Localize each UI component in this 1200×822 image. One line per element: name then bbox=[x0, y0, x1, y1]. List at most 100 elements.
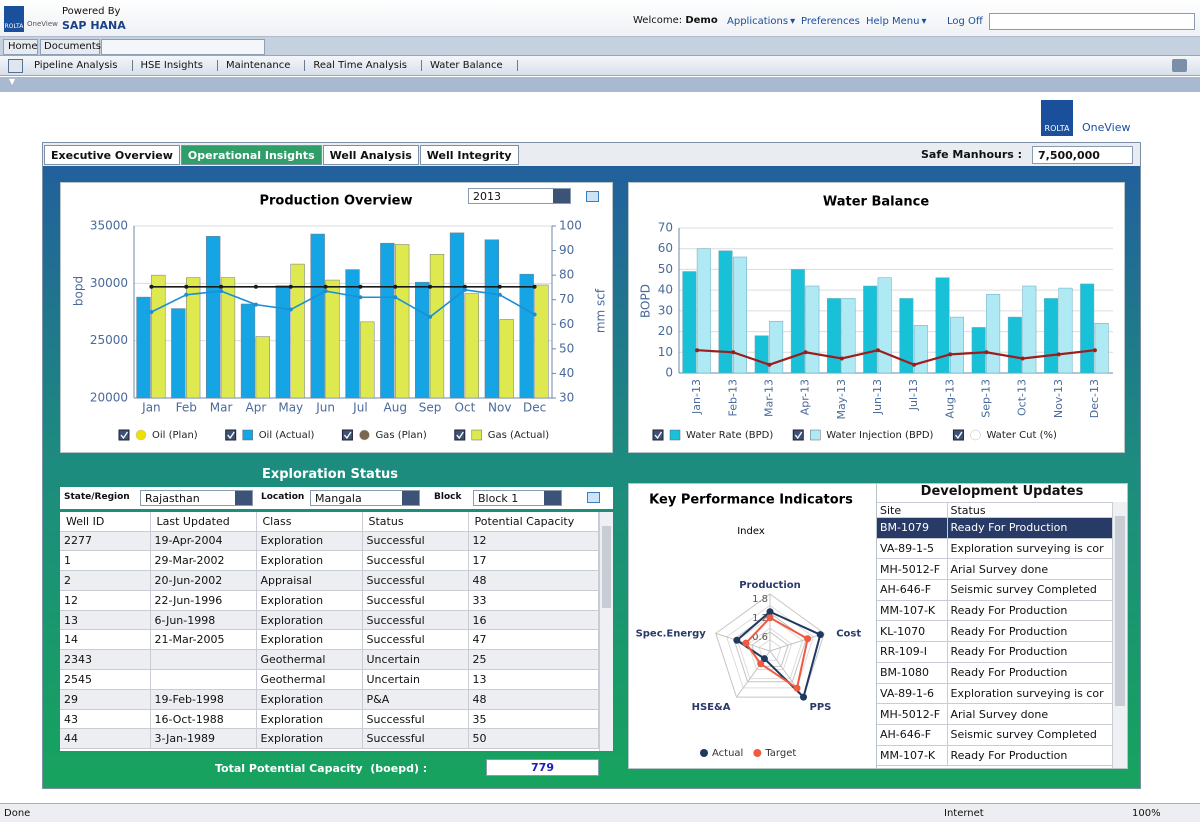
nav-item[interactable]: HSE Insights bbox=[132, 60, 218, 71]
table-cell: Exploration bbox=[256, 629, 363, 651]
filter-select[interactable]: Rajasthan bbox=[140, 490, 253, 506]
x-tick-label: Mar-13 bbox=[762, 379, 775, 417]
legend-checkbox[interactable] bbox=[454, 429, 466, 441]
table-row[interactable]: 1 29-Mar-2002 Exploration Successful 17 bbox=[60, 550, 599, 572]
table-cell: 13 bbox=[468, 669, 599, 690]
dash-tab[interactable]: Operational Insights bbox=[180, 145, 322, 165]
table-row[interactable]: 43 16-Oct-1988 Exploration Successful 35 bbox=[60, 709, 599, 730]
search-input[interactable] bbox=[989, 13, 1195, 30]
filter-label: Location bbox=[261, 492, 305, 502]
legend-checkbox[interactable] bbox=[952, 429, 964, 441]
bar bbox=[1094, 323, 1109, 374]
radar-point bbox=[733, 636, 741, 644]
bar bbox=[429, 254, 445, 399]
table-row[interactable]: 2 20-Jun-2002 Appraisal Successful 48 bbox=[60, 570, 599, 591]
table-row[interactable]: MM-107-K Ready For Production bbox=[877, 600, 1114, 622]
table-row[interactable]: 2343 Geothermal Uncertain 25 bbox=[60, 649, 599, 671]
logo-text: ROLTA bbox=[4, 23, 24, 30]
table-row[interactable]: VA-89-1-6 Exploration surveying is cor bbox=[877, 683, 1114, 705]
dash-tab[interactable]: Executive Overview bbox=[44, 145, 180, 165]
tab-documents[interactable]: Documents bbox=[40, 39, 101, 55]
menu-preferences[interactable]: Preferences bbox=[801, 16, 860, 27]
nav-item[interactable]: Water Balance bbox=[421, 60, 518, 71]
table-row[interactable]: 13 6-Jun-1998 Exploration Successful 16 bbox=[60, 610, 599, 631]
print-icon[interactable] bbox=[1172, 59, 1187, 72]
year-select[interactable]: 2013 bbox=[468, 188, 571, 204]
table-row[interactable]: MH-5012-F Arial Survey done bbox=[877, 558, 1114, 581]
table-row[interactable]: AH-646-F Seismic survey Completed bbox=[877, 724, 1114, 746]
table-row[interactable]: 14 21-Mar-2005 Exploration Successful 47 bbox=[60, 629, 599, 651]
calendar-icon[interactable] bbox=[586, 191, 599, 202]
x-tick-label: Jun-13 bbox=[871, 379, 884, 415]
legend-checkbox[interactable] bbox=[341, 429, 353, 441]
table-cell: 33 bbox=[468, 590, 599, 611]
x-tick-label: May-13 bbox=[835, 379, 848, 420]
table-cell: Successful bbox=[362, 610, 469, 631]
status-zoom[interactable]: 100% bbox=[1132, 808, 1161, 819]
dash-tab[interactable]: Well Analysis bbox=[322, 145, 419, 165]
table-cell: Geothermal bbox=[256, 669, 363, 690]
table-row[interactable]: BM-1079 Ready For Production bbox=[877, 517, 1114, 539]
x-tick-label: Jun bbox=[315, 401, 335, 415]
table-row[interactable]: KL-1070 Ready For Production bbox=[877, 620, 1114, 643]
kpi-card: Key Performance Indicators Index 0.6 1.2 1… bbox=[628, 483, 877, 769]
table-row[interactable]: AH-646-F Seismic survey Completed bbox=[877, 579, 1114, 601]
tab-current[interactable] bbox=[101, 39, 265, 55]
line-point bbox=[1092, 348, 1097, 353]
table-cell: 47 bbox=[468, 629, 599, 651]
dash-tab[interactable]: Well Integrity bbox=[419, 145, 519, 165]
nav-item[interactable]: Maintenance bbox=[217, 60, 306, 71]
table-cell: RR-109-I bbox=[877, 641, 948, 663]
filter-select[interactable]: Mangala bbox=[310, 490, 420, 506]
legend-checkbox[interactable] bbox=[225, 429, 237, 441]
menu-help[interactable]: Help Menu bbox=[866, 16, 926, 27]
table-row[interactable]: 2277 19-Apr-2004 Exploration Successful 12 bbox=[60, 531, 599, 552]
legend-marker bbox=[242, 429, 253, 441]
table-row[interactable]: VA-89-1-5 Exploration surveying is cor bbox=[877, 538, 1114, 560]
legend-checkbox[interactable] bbox=[652, 429, 664, 441]
nav-item[interactable]: Pipeline Analysis bbox=[26, 60, 133, 71]
menu-applications[interactable]: Applications bbox=[727, 16, 795, 27]
tab-home[interactable]: Home bbox=[3, 39, 38, 55]
logo: ROLTA bbox=[4, 6, 24, 32]
table-cell: MH-5012-F bbox=[877, 703, 948, 725]
table-row[interactable]: 29 19-Feb-1998 Exploration P&A 48 bbox=[60, 689, 599, 710]
scrollbar[interactable] bbox=[599, 512, 613, 751]
x-tick-label: Jul-13 bbox=[907, 379, 920, 411]
table-row[interactable]: 44 3-Jan-1989 Exploration Successful 50 bbox=[60, 728, 599, 750]
nav-item[interactable]: Real Time Analysis bbox=[305, 60, 422, 71]
table-cell: Ready For Production bbox=[947, 745, 1114, 767]
table-cell: Ready For Production bbox=[947, 600, 1114, 622]
table-cell: 25 bbox=[468, 649, 599, 671]
legend-checkbox[interactable] bbox=[118, 429, 130, 441]
scrollbar[interactable] bbox=[1112, 502, 1127, 768]
radar-ring bbox=[715, 593, 825, 698]
table-cell: BM-1080 bbox=[877, 662, 948, 684]
table-row[interactable]: 12 22-Jun-1996 Exploration Successful 33 bbox=[60, 590, 599, 611]
scroll-thumb[interactable] bbox=[602, 526, 611, 608]
table-row[interactable]: MM-107-K Ready For Production bbox=[877, 745, 1114, 767]
bar bbox=[151, 274, 166, 399]
line-point bbox=[532, 284, 537, 289]
bar bbox=[449, 232, 465, 399]
table-row[interactable]: MH-5012-F Arial Survey done bbox=[877, 703, 1114, 725]
table-row[interactable]: 2545 Geothermal Uncertain 13 bbox=[60, 669, 599, 690]
legend-marker bbox=[471, 429, 483, 441]
menu-logoff[interactable]: Log Off bbox=[947, 16, 983, 27]
table-header-row: Well ID Last Updated Class Status Potential … bbox=[60, 512, 599, 532]
nav-icon[interactable] bbox=[8, 59, 23, 73]
safe-manhours-value: 7,500,000 bbox=[1032, 146, 1133, 164]
scroll-thumb[interactable] bbox=[1115, 516, 1125, 706]
x-tick-label: Oct bbox=[455, 401, 476, 415]
table-cell: Ready For Production bbox=[947, 620, 1114, 643]
legend-checkbox[interactable] bbox=[792, 429, 804, 441]
dash-tabs: Executive Overview Operational Insights We… bbox=[44, 145, 520, 165]
bar bbox=[484, 239, 499, 399]
table-row[interactable]: RR-109-I Ready For Production bbox=[877, 641, 1114, 663]
radar-point bbox=[757, 660, 765, 668]
table-row[interactable]: BM-1080 Ready For Production bbox=[877, 662, 1114, 684]
filter-select[interactable]: Block 1 bbox=[473, 490, 562, 506]
filter-icon[interactable] bbox=[587, 492, 600, 503]
status-text: Done bbox=[4, 808, 31, 819]
line-point bbox=[731, 350, 736, 355]
